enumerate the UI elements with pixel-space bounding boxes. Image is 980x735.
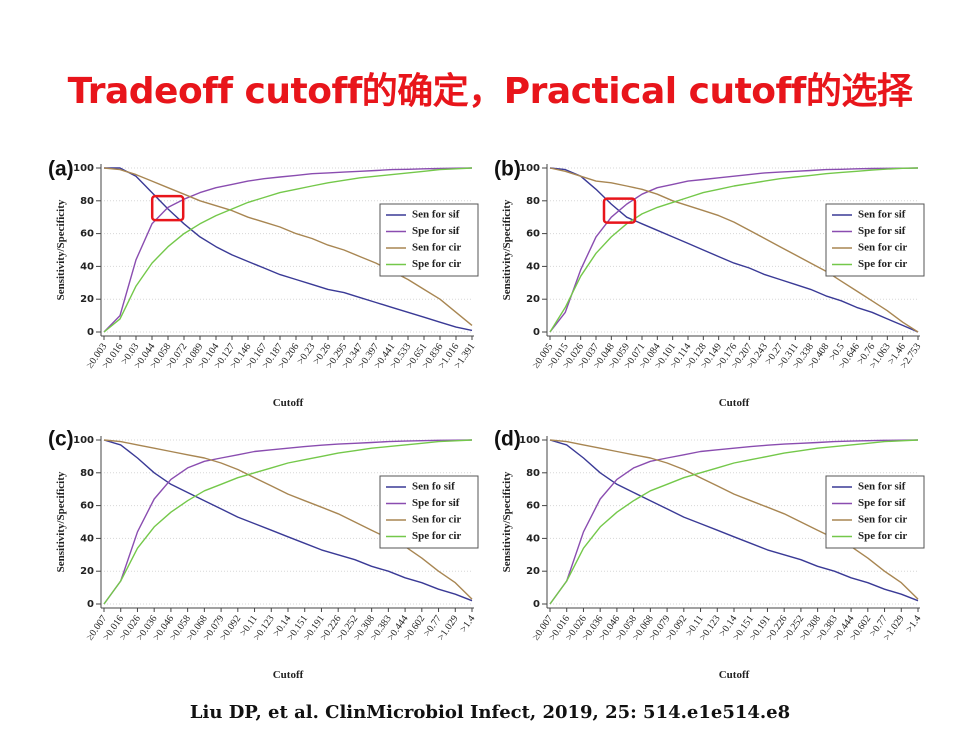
y-axis-label: Sensitivity/Specificity [501,199,513,300]
legend-label: Sen for cir [412,514,461,526]
tradeoff-highlight-box [602,197,637,224]
legend-label: Sen fo sif [412,481,455,493]
y-tick-label: 80 [80,468,94,479]
y-tick-label: 80 [526,468,540,479]
x-axis-label: Cutoff [719,397,750,409]
legend-label: Spe for sif [858,497,906,509]
y-tick-label: 60 [526,229,540,240]
y-tick-label: 60 [80,229,94,240]
panel-label: (b) [494,158,521,181]
chart-panel-1: (a)020406080100≥0.003>0.016>0.03>0.044>0… [48,158,479,409]
legend-label: Sen for cir [858,242,907,254]
slide-title: Tradeoff cutoff的确定，Practical cutoff的选择 [67,71,913,112]
x-axis-label: Cutoff [273,397,304,409]
chart-panel-3: (c)020406080100≥0.007>0.016>0.026>0.036>… [48,428,479,681]
chart-panel-4: (d)020406080100≥0.007>0.016>0.026>0.036>… [494,428,925,681]
series-line-3 [103,439,473,600]
y-tick-label: 20 [526,566,540,577]
y-tick-label: 80 [80,196,94,207]
legend-label: Spe for sif [412,497,460,509]
legend-label: Spe for sif [412,225,460,237]
citation: Liu DP, et al. ClinMicrobiol Infect, 201… [189,702,791,723]
y-axis-label: Sensitivity/Specificity [55,471,67,572]
legend: Sen for sif Spe for sif Sen for cir Spe for… [825,203,925,277]
x-tick-label: >1.4 [458,613,477,634]
legend-label: Spe for cir [858,530,907,542]
y-tick-label: 100 [519,435,540,446]
y-tick-label: 80 [526,196,540,207]
series-line-2 [103,167,473,333]
y-tick-label: 100 [73,435,94,446]
y-tick-label: 40 [526,533,540,544]
series-line-4 [549,167,919,333]
x-tick-label: >1.4 [904,613,923,634]
panel-label: (d) [494,428,521,451]
y-tick-label: 20 [526,294,540,305]
series-line-4 [549,439,919,605]
panel-label: (c) [48,428,74,451]
x-axis-label: Cutoff [273,669,304,681]
y-tick-label: 0 [533,599,540,610]
y-tick-label: 40 [526,261,540,272]
series-line-3 [549,167,919,333]
legend-label: Spe for cir [412,530,461,542]
series-line-3 [103,167,473,326]
y-tick-label: 60 [80,501,94,512]
y-tick-label: 100 [73,163,94,174]
legend-label: Spe for cir [412,258,461,270]
series-line-2 [549,439,919,605]
tradeoff-highlight-box [150,194,185,222]
legend: Sen for sif Spe for sif Sen for cir Spe for… [379,203,479,277]
series-line-2 [549,167,919,333]
legend-label: Sen for sif [412,209,460,221]
legend-label: Sen for cir [858,514,907,526]
y-axis-label: Sensitivity/Specificity [55,199,67,300]
legend: Sen fo sif Spe for sif Sen for cir Spe for … [379,475,479,549]
y-tick-label: 0 [87,599,94,610]
series-line-1 [103,439,473,602]
chart-panel-2: (b)020406080100≥0.005>0.015>0.026>0.037>… [494,158,925,409]
legend-label: Spe for sif [858,225,906,237]
y-tick-label: 60 [526,501,540,512]
series-line-4 [103,439,473,605]
y-tick-label: 40 [80,261,94,272]
legend: Sen for sif Spe for sif Sen for cir Spe for… [825,475,925,549]
y-axis-label: Sensitivity/Specificity [501,471,513,572]
y-tick-label: 0 [87,327,94,338]
panel-label: (a) [48,158,74,181]
series-line-1 [104,167,473,332]
y-tick-label: 40 [80,533,94,544]
legend-label: Spe for cir [858,258,907,270]
y-tick-label: 0 [533,327,540,338]
series-line-1 [549,167,919,333]
series-line-1 [549,439,919,602]
x-axis-label: Cutoff [719,669,750,681]
series-line-4 [103,167,473,333]
legend-label: Sen for sif [858,209,906,221]
legend-label: Sen for cir [412,242,461,254]
legend-label: Sen for sif [858,481,906,493]
y-tick-label: 20 [80,566,94,577]
y-tick-label: 20 [80,294,94,305]
series-line-3 [549,439,919,600]
y-tick-label: 100 [519,163,540,174]
series-line-2 [103,439,473,605]
